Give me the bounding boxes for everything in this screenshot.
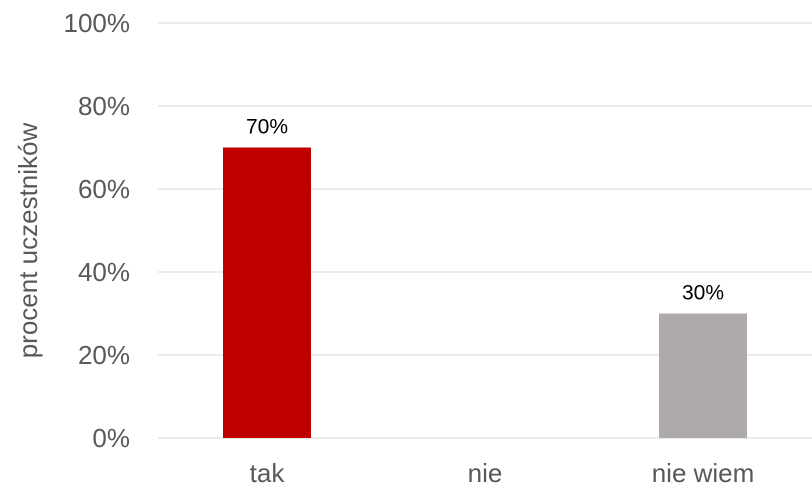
y-axis-ticks: 0% 20% 40% 60% 80% 100% (64, 8, 131, 453)
x-category-label: nie wiem (652, 458, 755, 488)
bar (659, 313, 747, 438)
y-tick-label: 100% (64, 8, 131, 38)
y-tick-label: 60% (78, 174, 130, 204)
x-category-label: tak (250, 458, 286, 488)
y-axis-title: procent uczestników (13, 122, 43, 358)
data-label: 70% (246, 116, 288, 139)
y-tick-label: 80% (78, 91, 130, 121)
data-labels: 70% 30% (246, 116, 724, 305)
x-category-label: nie (468, 458, 503, 488)
y-tick-label: 20% (78, 340, 130, 370)
data-label: 30% (682, 282, 724, 305)
x-axis-categories: tak nie nie wiem (250, 458, 755, 488)
bars (223, 147, 747, 438)
bar (223, 147, 311, 438)
y-tick-label: 40% (78, 257, 130, 287)
y-tick-label: 0% (92, 423, 130, 453)
